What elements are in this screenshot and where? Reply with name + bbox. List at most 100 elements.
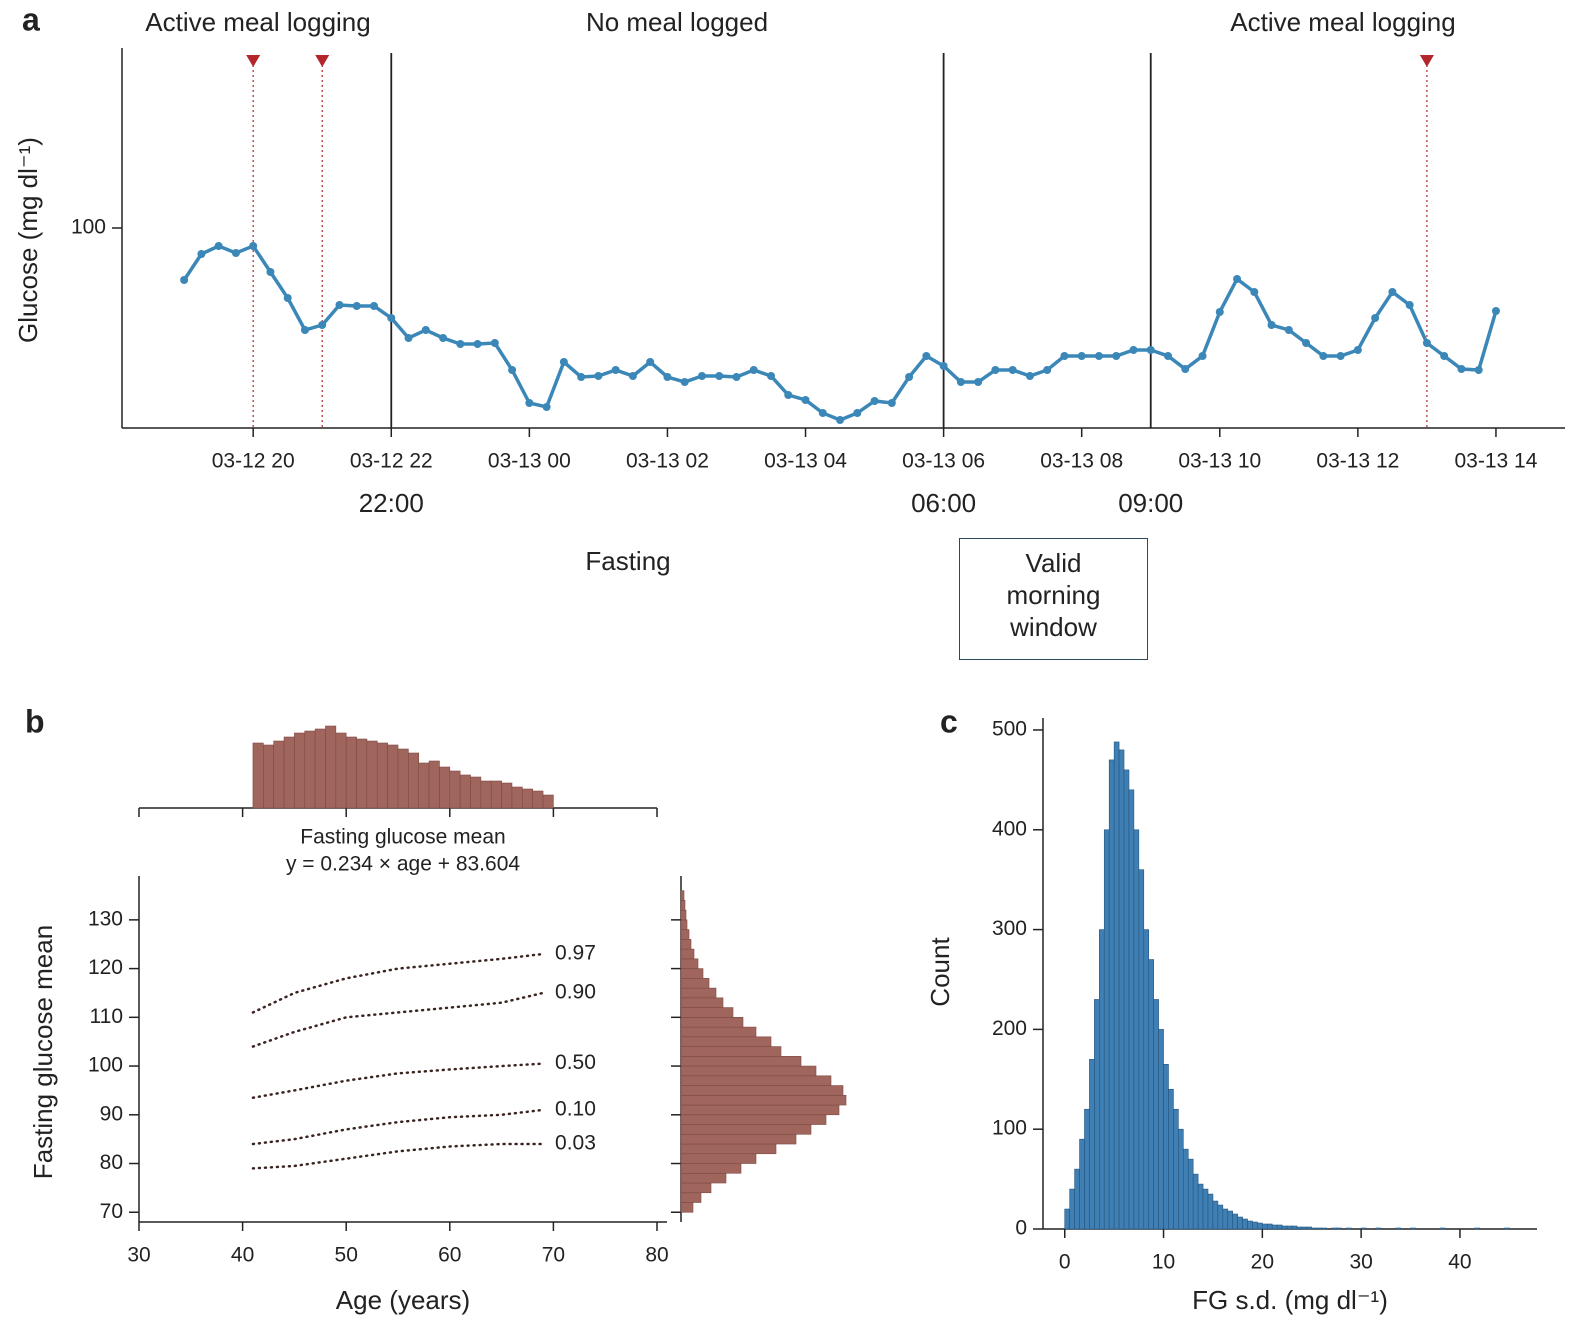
x-tick-label: 03-13 04 [764, 450, 847, 473]
y-tick-label: 300 [992, 917, 1027, 940]
x-tick-label: 03-13 02 [626, 450, 709, 473]
glucose-point [1043, 366, 1052, 374]
y-tick-label: 200 [992, 1017, 1027, 1040]
glucose-point [473, 340, 482, 348]
glucose-point [1319, 352, 1328, 360]
glucose-point [214, 242, 223, 250]
histogram-bar [1375, 1227, 1382, 1230]
glucose-point [508, 366, 517, 374]
glucose-point [991, 366, 1000, 374]
histogram-bar [470, 776, 482, 809]
glucose-point [1336, 352, 1345, 360]
histogram-bar [680, 939, 692, 950]
window-label: Valid morning window [959, 538, 1148, 660]
histogram-bar [1084, 1108, 1090, 1230]
glucose-point [231, 249, 240, 257]
phase-boundary-label: 09:00 [1118, 488, 1183, 518]
histogram-bar [1222, 1208, 1229, 1230]
histogram-bar [1168, 1088, 1174, 1230]
glucose-point [1077, 352, 1086, 360]
quantile-label: 0.03 [555, 1132, 596, 1155]
glucose-point [180, 276, 189, 284]
quantile-line [251, 1108, 545, 1146]
histogram-bar [522, 788, 533, 809]
histogram-bar [1069, 1188, 1075, 1230]
histogram-bar [428, 760, 440, 809]
glucose-point [922, 352, 931, 360]
histogram-bar [1346, 1227, 1352, 1230]
glucose-point [1025, 372, 1034, 380]
histogram-bar [501, 782, 513, 809]
quantile-line [251, 991, 545, 1048]
histogram-bar [439, 766, 451, 809]
glucose-point [1371, 314, 1380, 322]
glucose-point [1112, 352, 1121, 360]
meal-marker [246, 55, 261, 67]
histogram-bar [480, 780, 492, 809]
glucose-point [1233, 275, 1242, 283]
glucose-point [335, 301, 344, 309]
histogram-bar [1331, 1227, 1337, 1230]
phase-label: Active meal logging [145, 7, 370, 37]
glucose-point [801, 396, 810, 404]
glucose-point [542, 403, 551, 411]
histogram-bar [1202, 1188, 1209, 1230]
y-tick-label: 100 [88, 1054, 123, 1077]
glucose-point [456, 340, 465, 348]
histogram-bar [252, 742, 264, 809]
histogram-bar [1192, 1173, 1199, 1230]
x-axis-label: FG s.d. (mg dl⁻¹) [1192, 1285, 1388, 1315]
x-tick-label: 40 [231, 1244, 254, 1267]
histogram-bar [680, 1085, 844, 1096]
histogram-bar [397, 748, 409, 809]
histogram-bar [273, 740, 285, 809]
histogram-bar [542, 794, 554, 809]
glucose-point [939, 362, 948, 370]
glucose-point [577, 373, 586, 381]
histogram-bar [1474, 1227, 1480, 1230]
histogram-bar [408, 752, 420, 809]
glucose-point [1215, 308, 1224, 316]
histogram-bar [680, 1182, 712, 1194]
histogram-bar [1281, 1225, 1288, 1230]
histogram-bar [1291, 1225, 1298, 1230]
y-tick-label: 70 [100, 1200, 123, 1223]
x-axis-label: Age (years) [336, 1285, 470, 1315]
histogram-bar [1286, 1225, 1293, 1230]
histogram-bar [1321, 1227, 1327, 1230]
histogram-bar [680, 968, 704, 979]
x-tick-label: 03-13 14 [1455, 450, 1538, 473]
x-tick-label: 60 [438, 1244, 461, 1267]
histogram-bar [1099, 929, 1105, 1230]
glucose-point [1388, 288, 1397, 296]
histogram-bar [1311, 1227, 1317, 1230]
quantile-line [251, 1142, 545, 1170]
panel-label: b [25, 703, 45, 739]
histogram-bar [1395, 1227, 1401, 1230]
histogram-bar [1306, 1226, 1313, 1230]
glucose-line [182, 243, 1498, 422]
histogram-bar [511, 786, 523, 809]
histogram-bar [1271, 1224, 1278, 1230]
histogram-bar [1123, 769, 1130, 1230]
histogram-bar [1138, 869, 1145, 1230]
x-tick-label: 50 [335, 1244, 358, 1267]
histogram-bar [532, 790, 544, 809]
histogram-bar [314, 728, 326, 809]
histogram-bar [1128, 789, 1135, 1230]
phase-label: Active meal logging [1230, 7, 1455, 37]
histogram-bar [680, 958, 699, 969]
y-tick-label: 90 [100, 1102, 123, 1125]
fasting-label: Fasting [585, 546, 670, 576]
x-tick-label: 03-12 20 [212, 450, 295, 473]
glucose-point [197, 250, 206, 258]
panel-label: a [22, 1, 40, 37]
histogram-bar [1252, 1221, 1258, 1230]
histogram-bar [1108, 759, 1115, 1230]
x-tick-label: 40 [1448, 1251, 1471, 1274]
histogram-bar [1360, 1227, 1367, 1230]
histogram-bar [680, 1153, 757, 1164]
histogram-bar [1237, 1216, 1243, 1230]
histogram-bar [459, 774, 471, 809]
